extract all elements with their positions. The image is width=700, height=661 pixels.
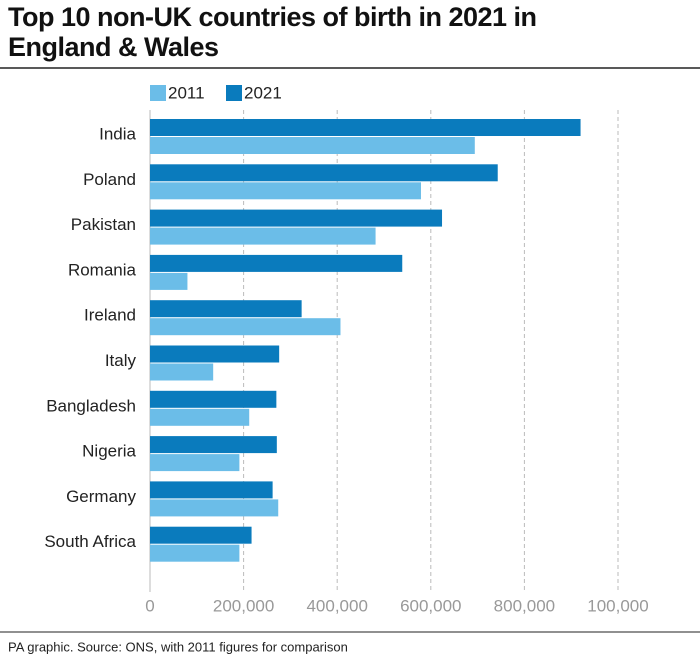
bar [150, 345, 280, 363]
x-tick-label: 400,000 [306, 596, 367, 615]
bar [150, 481, 273, 499]
y-tick-label: Pakistan [71, 215, 136, 234]
bar [150, 526, 252, 544]
bar [150, 254, 403, 272]
chart-title: Top 10 non-UK countries of birth in 2021… [8, 2, 537, 62]
bar [150, 164, 498, 182]
x-tick-label: 200,000 [213, 596, 274, 615]
bar [150, 499, 279, 517]
x-tick-label: 0 [145, 596, 154, 615]
legend-label: 2011 [168, 83, 205, 102]
x-tick-label: 800,000 [494, 596, 555, 615]
legend-swatch [150, 85, 166, 101]
y-tick-label: South Africa [44, 532, 136, 551]
bar [150, 182, 421, 200]
bar [150, 318, 341, 336]
y-tick-label: Poland [83, 170, 136, 189]
bar [150, 227, 376, 245]
bar [150, 272, 188, 290]
legend-label: 2021 [244, 83, 282, 102]
bar [150, 544, 240, 562]
x-tick-label: 600,000 [400, 596, 461, 615]
source: PA graphic. Source: ONS, with 2011 figur… [8, 639, 348, 654]
bar [150, 454, 240, 472]
y-tick-label: India [99, 124, 136, 143]
bar [150, 209, 443, 227]
bar [150, 137, 475, 154]
bar [150, 363, 214, 381]
legend-swatch [226, 85, 242, 101]
y-tick-label: Romania [68, 260, 137, 279]
y-tick-label: Bangladesh [46, 396, 136, 415]
bar [150, 119, 581, 136]
bar [150, 300, 302, 318]
bar [150, 390, 277, 408]
y-tick-label: Nigeria [82, 442, 136, 461]
y-tick-label: Italy [105, 351, 137, 370]
bar [150, 408, 250, 426]
x-tick-label: 100,000 [587, 596, 648, 615]
bar [150, 436, 277, 454]
y-tick-label: Germany [66, 487, 136, 506]
y-tick-label: Ireland [84, 306, 136, 325]
